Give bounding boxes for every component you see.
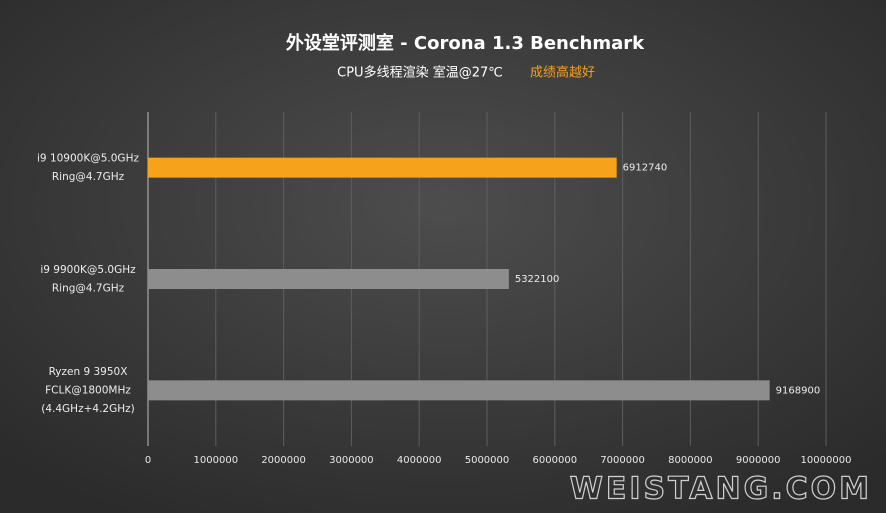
watermark: WEISTANG.COM bbox=[570, 472, 872, 507]
value-label: 5322100 bbox=[515, 274, 560, 285]
y-tick-label: FCLK@1800MHz bbox=[45, 384, 131, 396]
x-tick-label: 2000000 bbox=[261, 455, 306, 466]
x-tick-label: 4000000 bbox=[397, 455, 442, 466]
x-tick-label: 9000000 bbox=[736, 455, 781, 466]
x-tick-label: 7000000 bbox=[600, 455, 645, 466]
x-tick-label: 5000000 bbox=[465, 455, 510, 466]
bar bbox=[148, 269, 509, 289]
x-tick-label: 8000000 bbox=[668, 455, 713, 466]
x-tick-label: 0 bbox=[145, 455, 151, 466]
chart-subtitle: CPU多线程渲染 室温@27℃ bbox=[337, 65, 503, 81]
x-tick-label: 3000000 bbox=[329, 455, 374, 466]
y-tick-label: Ring@4.7GHz bbox=[52, 171, 125, 183]
x-tick-label: 10000000 bbox=[801, 455, 852, 466]
y-tick-label: i9 9900K@5.0GHz bbox=[40, 264, 136, 276]
y-tick-label: (4.4GHz+4.2GHz) bbox=[41, 403, 134, 415]
chart-note: 成绩高越好 bbox=[530, 65, 595, 81]
x-tick-label: 6000000 bbox=[533, 455, 578, 466]
bar bbox=[148, 157, 617, 178]
x-tick-label: 1000000 bbox=[194, 455, 239, 466]
y-tick-label: Ryzen 9 3950X bbox=[49, 366, 128, 378]
y-tick-label: Ring@4.7GHz bbox=[52, 282, 125, 294]
value-label: 6912740 bbox=[623, 163, 668, 174]
y-tick-label: i9 10900K@5.0GHz bbox=[37, 152, 139, 164]
bar bbox=[148, 380, 770, 401]
value-label: 9168900 bbox=[776, 385, 821, 396]
chart-title: 外设堂评测室 - Corona 1.3 Benchmark bbox=[286, 32, 645, 54]
